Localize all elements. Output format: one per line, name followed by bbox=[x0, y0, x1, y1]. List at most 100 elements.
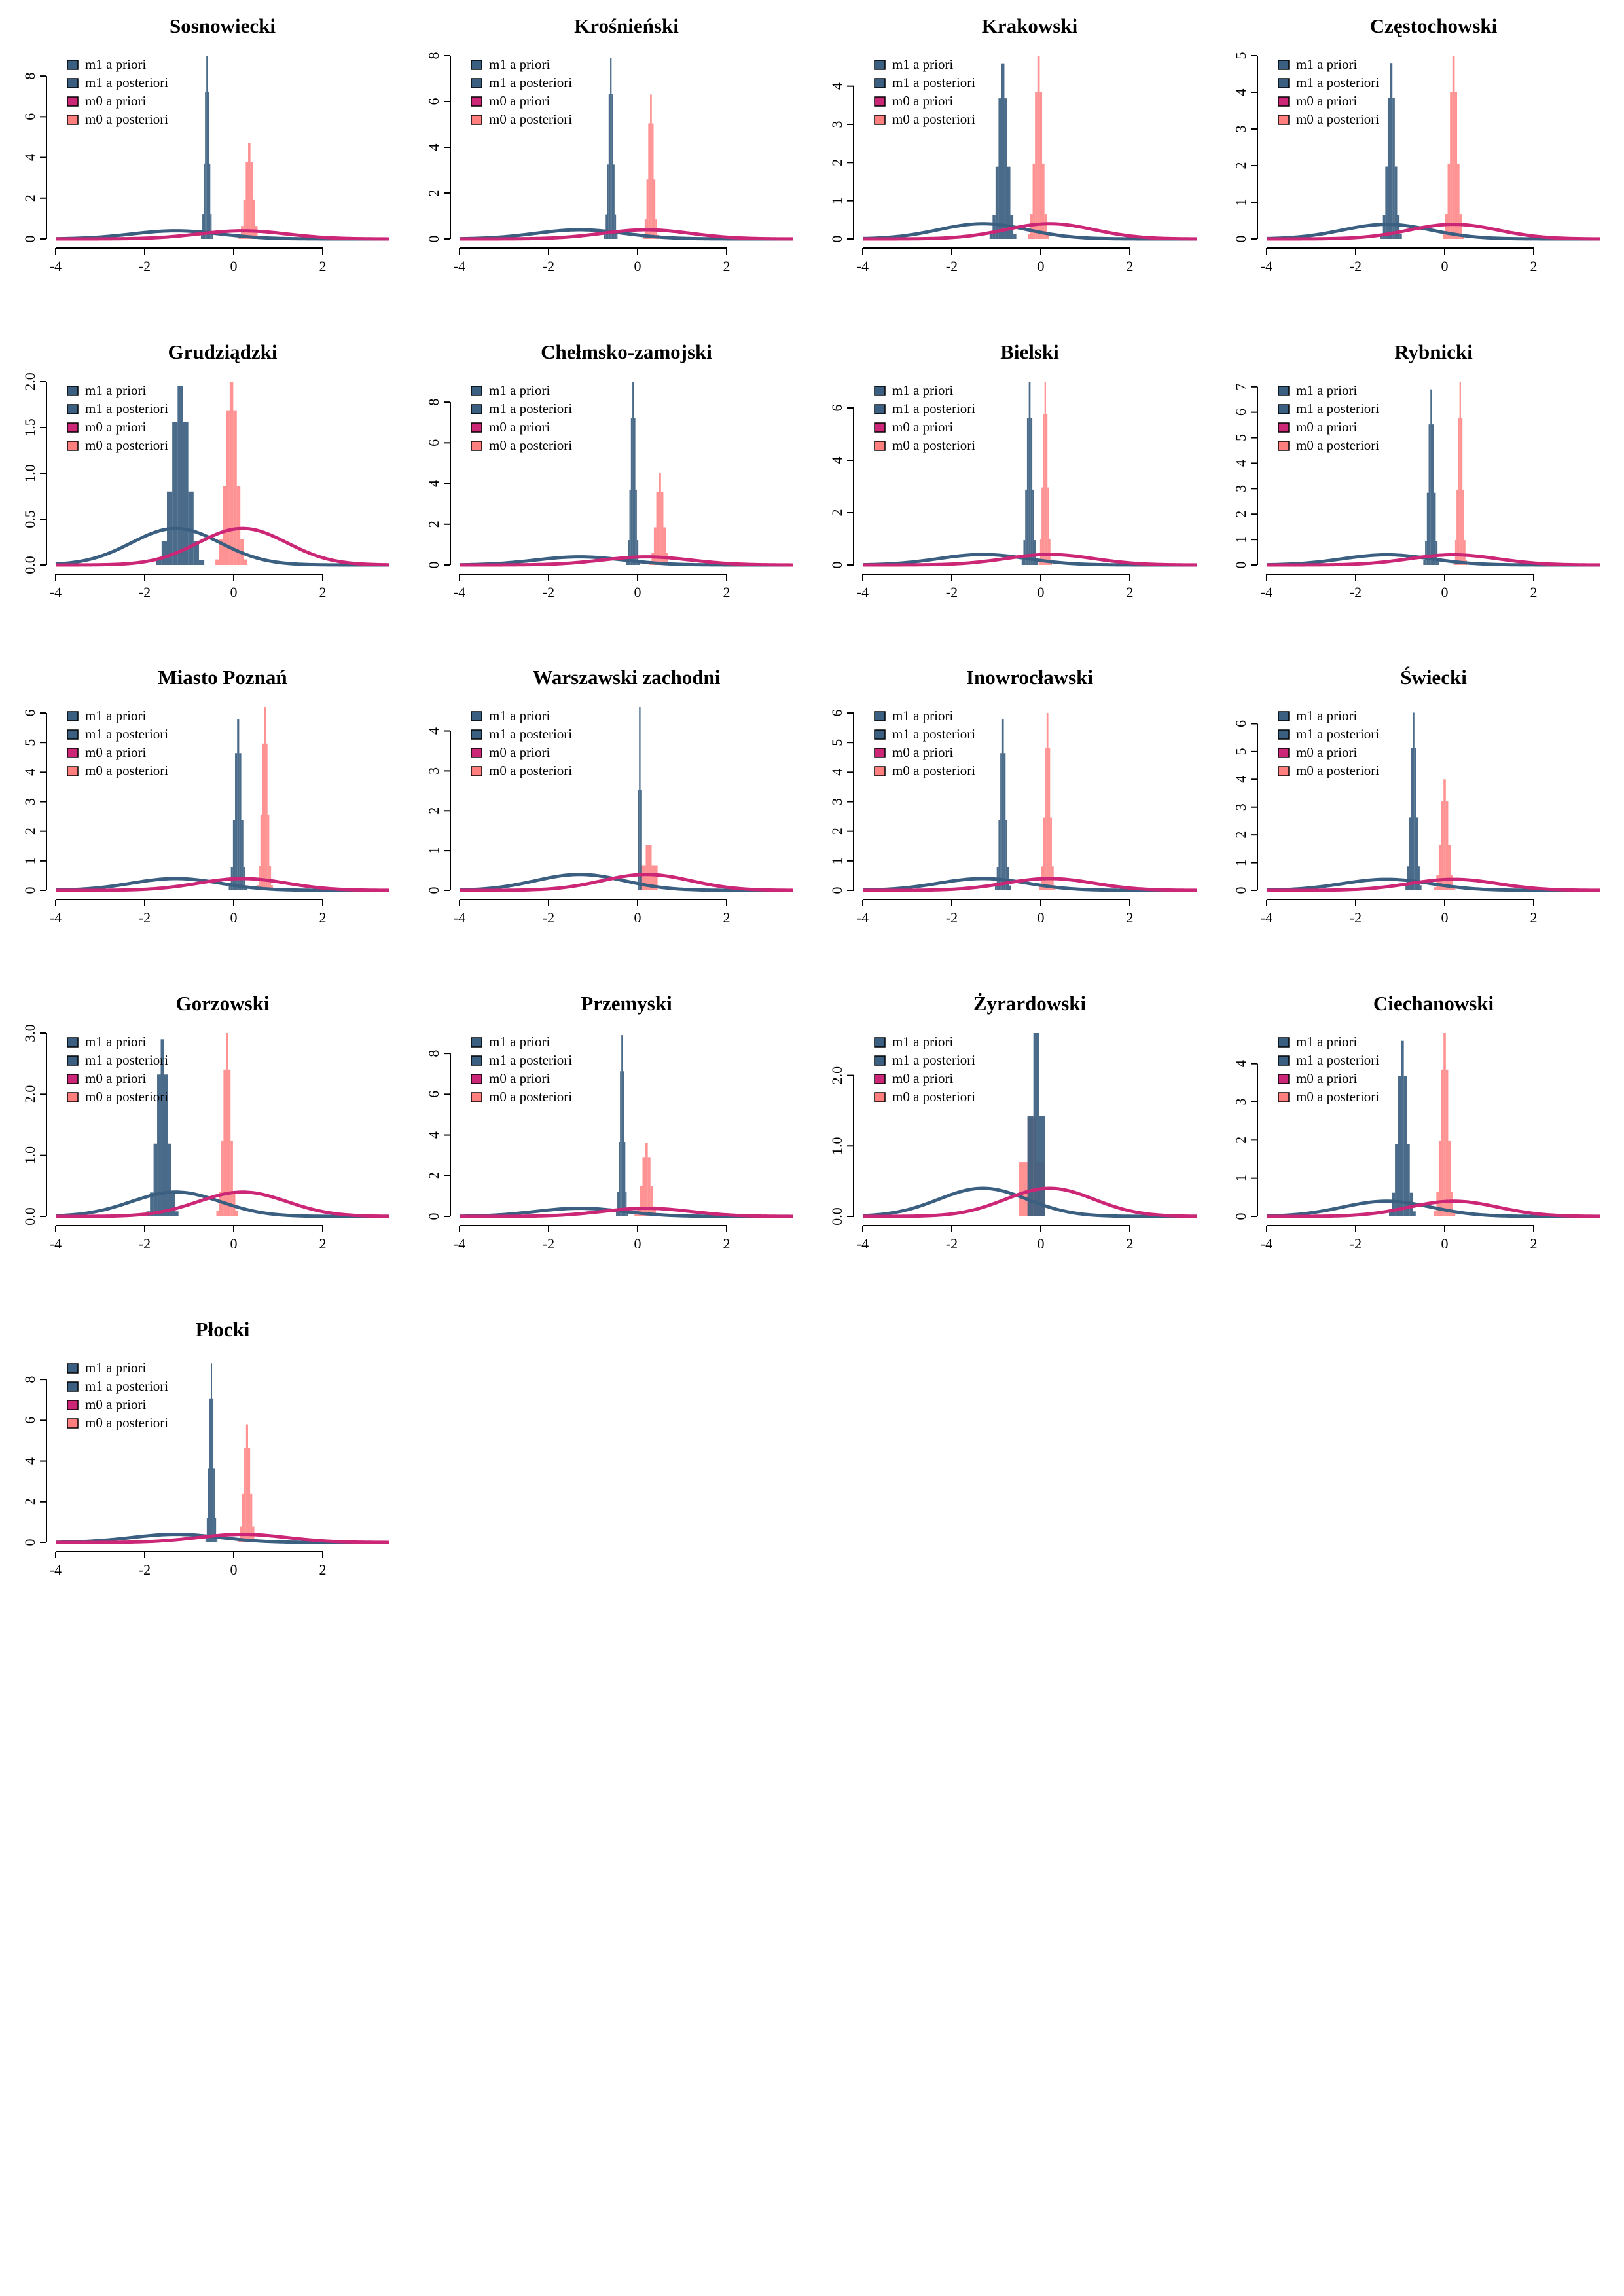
m1-posterior-bar bbox=[605, 214, 607, 239]
m1-posterior-bar bbox=[211, 234, 213, 239]
x-axis: -4 -2 0 2 bbox=[857, 247, 1134, 274]
y-tick-label: 5 bbox=[1233, 434, 1249, 441]
m0-prior-curve bbox=[1267, 877, 1601, 892]
m0-posterior-bar bbox=[651, 553, 654, 565]
m0-posterior-bar bbox=[223, 486, 226, 565]
m0-posterior-bar bbox=[267, 814, 270, 890]
legend-swatch bbox=[1278, 1037, 1290, 1048]
panel-title: Ciechanowski bbox=[1373, 992, 1494, 1015]
m1-posterior-bar bbox=[1023, 540, 1026, 565]
m1-posterior-bar bbox=[1407, 866, 1409, 890]
x-axis: -4 -2 0 2 bbox=[50, 247, 327, 274]
m1-posterior-bar bbox=[210, 1363, 213, 1542]
m0-posterior-bar bbox=[1039, 539, 1042, 565]
legend: m1 a priori m1 a posteriori m0 a priori m0 … bbox=[67, 708, 168, 778]
m0-prior-curve bbox=[56, 877, 390, 892]
x-tick-label: 2 bbox=[723, 1235, 731, 1252]
legend-label: m1 a posteriori bbox=[85, 75, 168, 90]
y-axis: 0 1 2 3 4 5 6 7 bbox=[1233, 383, 1258, 569]
m1-posterior-bar bbox=[629, 489, 631, 565]
panel-1: Sosnowiecki -4 -2 0 2 0 2 4 6 8 m1 a priori m1 a po… bbox=[22, 14, 390, 274]
x-axis: -4 -2 0 2 bbox=[454, 899, 731, 926]
x-tick-label: -4 bbox=[1261, 1235, 1272, 1252]
m1-posterior-bar bbox=[639, 707, 641, 890]
legend-label: m1 a priori bbox=[892, 708, 953, 723]
x-tick-label: 2 bbox=[723, 909, 731, 926]
m0-posterior-bar bbox=[232, 1192, 236, 1216]
m0-posterior-bar bbox=[247, 1448, 251, 1542]
legend: m1 a priori m1 a posteriori m0 a priori m0 … bbox=[874, 1034, 975, 1104]
m1-posterior-bar bbox=[206, 1518, 208, 1542]
m1-posterior-bar bbox=[1032, 489, 1034, 565]
legend-swatch bbox=[1278, 748, 1290, 758]
y-tick-label: 5 bbox=[22, 739, 38, 746]
m1-posterior-bar bbox=[205, 1537, 207, 1542]
m0-posterior-bar bbox=[1039, 885, 1041, 890]
m0-posterior-bar bbox=[1039, 92, 1043, 239]
m1-posterior-bar bbox=[998, 820, 1001, 890]
m1-posterior-bar bbox=[1026, 418, 1029, 565]
m1-posterior-bar bbox=[161, 541, 167, 565]
y-tick-label: 0 bbox=[425, 887, 442, 894]
m0-prior-curve bbox=[863, 877, 1197, 892]
y-tick-label: 4 bbox=[425, 727, 442, 735]
x-tick-label: 0 bbox=[230, 258, 238, 274]
m0-posterior-bar bbox=[1041, 487, 1043, 565]
m1-posterior-bar bbox=[1426, 492, 1429, 565]
y-tick-label: 6 bbox=[22, 1417, 38, 1424]
legend-swatch bbox=[67, 1092, 79, 1102]
legend-swatch bbox=[67, 729, 79, 740]
m0-posterior-bar bbox=[1436, 1192, 1439, 1216]
legend-label: m1 a priori bbox=[1296, 382, 1357, 398]
m0-posterior-bar bbox=[1443, 1033, 1446, 1216]
m0-posterior-bar bbox=[646, 179, 649, 239]
x-tick-label: -2 bbox=[139, 584, 151, 600]
x-axis: -4 -2 0 2 bbox=[50, 1225, 327, 1252]
panel-title: Żyrardowski bbox=[973, 992, 1087, 1015]
m1-posterior-bar bbox=[205, 92, 207, 239]
x-tick-label: -2 bbox=[139, 1561, 151, 1578]
m0-posterior-bar bbox=[663, 527, 666, 565]
m0-posterior-bar bbox=[1042, 163, 1045, 239]
m1-posterior-bar bbox=[201, 234, 203, 239]
y-tick-label: 2 bbox=[425, 807, 442, 814]
m0-posterior-bar bbox=[260, 814, 262, 890]
legend-swatch bbox=[471, 748, 482, 758]
legend-label: m1 a posteriori bbox=[892, 726, 975, 742]
y-tick-label: 2 bbox=[425, 520, 442, 528]
m1-posterior-bar bbox=[1382, 215, 1386, 239]
y-tick-label: 1 bbox=[1233, 536, 1249, 543]
m0-posterior-bar bbox=[640, 1186, 643, 1216]
m0-posterior-bar bbox=[1445, 801, 1449, 890]
legend-label: m1 a priori bbox=[85, 708, 146, 723]
legend-label: m0 a posteriori bbox=[489, 1089, 572, 1104]
legend-swatch bbox=[471, 441, 482, 451]
x-tick-label: -4 bbox=[857, 1235, 869, 1252]
legend-label: m0 a priori bbox=[489, 419, 550, 435]
m0-posterior-bar bbox=[250, 162, 253, 239]
y-tick-label: 6 bbox=[425, 439, 442, 446]
m0-posterior-bar bbox=[645, 845, 652, 890]
legend-swatch bbox=[471, 1074, 482, 1084]
m1-posterior-bar bbox=[1003, 753, 1006, 890]
m1-posterior-bar bbox=[1394, 166, 1398, 239]
m0-posterior-bar bbox=[1048, 748, 1051, 890]
y-tick-label: 0 bbox=[829, 887, 845, 894]
m0-posterior-bar bbox=[236, 486, 241, 565]
m1-posterior-bar bbox=[1000, 753, 1002, 890]
legend: m1 a priori m1 a posteriori m0 a priori m0 … bbox=[1278, 56, 1379, 127]
x-tick-label: 0 bbox=[1038, 909, 1045, 926]
y-tick-label: 1 bbox=[425, 847, 442, 854]
m1-posterior-bar bbox=[241, 820, 244, 890]
y-tick-label: 3 bbox=[425, 767, 442, 774]
m1-posterior-bar bbox=[160, 1039, 164, 1216]
x-tick-label: -2 bbox=[946, 584, 958, 600]
m1-posterior-bar bbox=[608, 94, 611, 239]
legend-swatch bbox=[67, 1418, 79, 1429]
m1-posterior-bar bbox=[1005, 820, 1007, 890]
legend-swatch bbox=[874, 1092, 886, 1102]
m1-posterior-bar bbox=[202, 214, 204, 239]
